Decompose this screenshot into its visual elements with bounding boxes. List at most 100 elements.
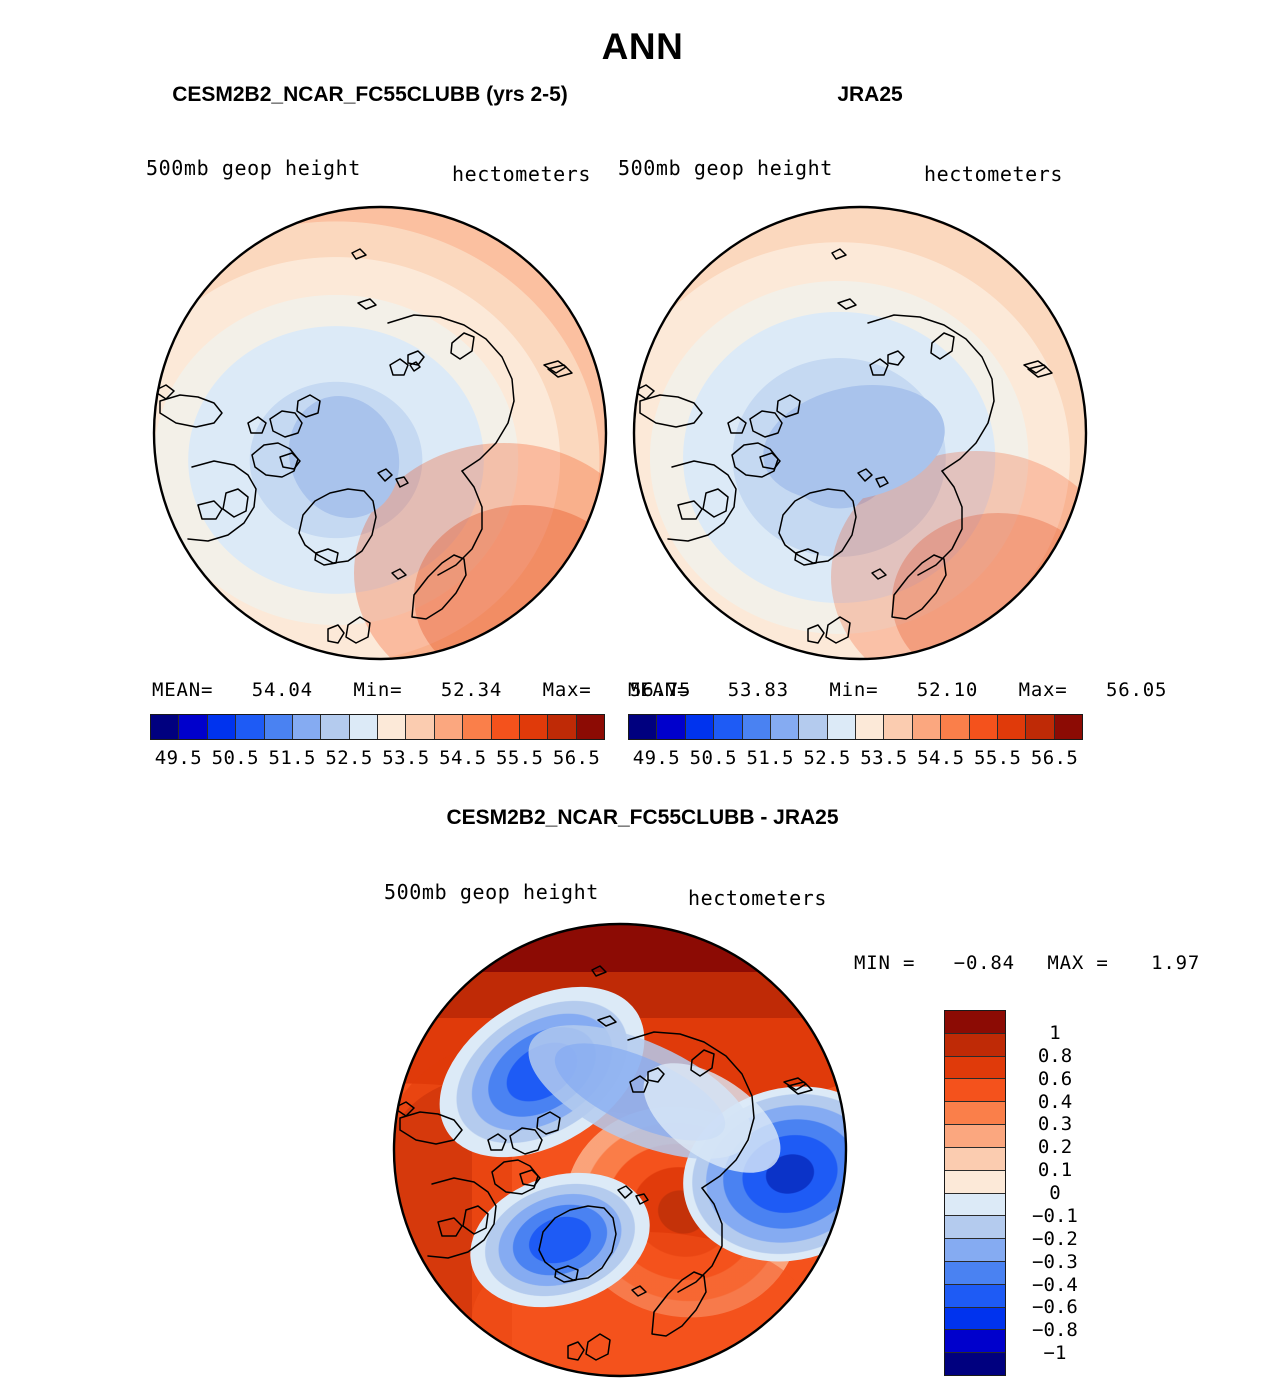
coastlines — [394, 965, 813, 1361]
model-map-svg — [152, 205, 608, 661]
difference-colorbar-cell-0 — [945, 1011, 1005, 1034]
difference-colorbar-cell-7 — [945, 1170, 1005, 1194]
colorbar-tick-3: 52.5 — [803, 747, 851, 769]
obs-map-plot[interactable] — [632, 205, 1088, 661]
colorbar-tick-5: 54.5 — [917, 747, 965, 769]
obs-colorbar-ticks: 49.5 50.5 51.5 52.5 53.5 54.5 55.5 56.5 — [628, 747, 1083, 769]
difference-colorbar-ticks: 1 0.8 0.6 0.4 0.3 0.2 0.1 0 −0.1 −0.2 −0.3 −0.4 −0.6… — [1014, 1010, 1104, 1376]
colorbar-tick-7: 56.5 — [552, 747, 601, 769]
difference-colorbar-cell-4 — [945, 1102, 1005, 1126]
colorbar-cell-10 — [434, 715, 464, 739]
colorbar-cell-6 — [799, 715, 828, 739]
obs-max-label: Max= — [1018, 679, 1068, 701]
obs-mean-label: MEAN= — [628, 679, 690, 701]
difference-map-plot[interactable] — [392, 922, 848, 1378]
obs-colorbar-swatches — [628, 714, 1083, 740]
colorbar-cell-3 — [714, 715, 743, 739]
difference-colorbar-tick-0: 1 — [1049, 1021, 1061, 1044]
difference-colorbar-tick-12: −0.6 — [1032, 1296, 1078, 1319]
obs-min-value: 52.10 — [916, 679, 979, 701]
obs-min-label: Min= — [829, 679, 879, 701]
difference-colorbar-cell-6 — [945, 1147, 1005, 1171]
difference-field-label: 500mb geop height — [384, 880, 599, 904]
difference-colorbar-tick-1: 0.8 — [1037, 1044, 1073, 1067]
colorbar-cell-15 — [576, 715, 604, 739]
difference-colorbar-cell-3 — [945, 1079, 1005, 1103]
difference-colorbar-cell-8 — [945, 1193, 1005, 1217]
difference-colorbar-cell-9 — [945, 1216, 1005, 1240]
colorbar-tick-6: 55.5 — [496, 747, 544, 769]
model-min-value: 52.34 — [440, 679, 503, 701]
colorbar-tick-5: 54.5 — [439, 747, 487, 769]
obs-colorbar[interactable]: 49.5 50.5 51.5 52.5 53.5 54.5 55.5 56.5 — [628, 714, 1083, 769]
colorbar-cell-3 — [236, 715, 265, 739]
colorbar-cell-4 — [742, 715, 771, 739]
difference-colorbar-cell-10 — [945, 1239, 1005, 1262]
obs-units-label: hectometers — [924, 162, 1064, 186]
colorbar-cell-5 — [770, 715, 800, 739]
difference-max-value: 1.97 — [1151, 952, 1201, 974]
difference-units-label: hectometers — [688, 886, 828, 910]
difference-colorbar-tick-4: 0.3 — [1037, 1113, 1073, 1136]
colorbar-cell-4 — [264, 715, 293, 739]
model-min-label: Min= — [353, 679, 403, 701]
colorbar-tick-4: 53.5 — [382, 747, 430, 769]
colorbar-cell-14 — [1026, 715, 1055, 739]
colorbar-cell-9 — [884, 715, 913, 739]
colorbar-cell-0 — [629, 715, 658, 739]
model-mean-label: MEAN= — [152, 679, 214, 701]
coastlines — [634, 248, 1053, 644]
difference-colorbar-cell-12 — [945, 1284, 1005, 1308]
colorbar-tick-1: 50.5 — [211, 747, 259, 769]
colorbar-cell-2 — [207, 715, 237, 739]
difference-title: CESM2B2_NCAR_FC55CLUBB - JRA25 — [446, 806, 839, 829]
difference-colorbar-swatches — [944, 1010, 1006, 1376]
colorbar-cell-1 — [657, 715, 686, 739]
difference-colorbar-tick-10: −0.3 — [1032, 1250, 1078, 1273]
colorbar-tick-2: 51.5 — [268, 747, 316, 769]
model-mean-value: 54.04 — [251, 679, 313, 701]
colorbar-tick-4: 53.5 — [860, 747, 908, 769]
difference-colorbar-cell-13 — [945, 1307, 1005, 1331]
obs-max-value: 56.05 — [1106, 679, 1168, 701]
model-map-plot[interactable] — [152, 205, 608, 661]
model-field-label: 500mb geop height — [146, 156, 361, 180]
difference-colorbar-tick-11: −0.4 — [1032, 1273, 1078, 1296]
panel-title-model: CESM2B2_NCAR_FC55CLUBB (yrs 2-5) — [172, 83, 568, 106]
difference-minmax: MIN = −0.84 MAX = 1.97 — [854, 952, 1200, 974]
difference-min-label: MIN = — [854, 952, 916, 974]
difference-colorbar-tick-9: −0.2 — [1032, 1227, 1078, 1250]
difference-colorbar-tick-13: −0.8 — [1032, 1319, 1078, 1342]
colorbar-tick-1: 50.5 — [689, 747, 737, 769]
model-units-label: hectometers — [452, 162, 592, 186]
coastlines — [154, 248, 573, 644]
colorbar-cell-11 — [941, 715, 970, 739]
model-colorbar[interactable]: 49.5 50.5 51.5 52.5 53.5 54.5 55.5 56.5 — [150, 714, 605, 769]
difference-colorbar-cell-15 — [945, 1353, 1005, 1375]
colorbar-cell-12 — [969, 715, 998, 739]
colorbar-cell-0 — [151, 715, 180, 739]
difference-colorbar-cell-1 — [945, 1033, 1005, 1057]
model-colorbar-ticks: 49.5 50.5 51.5 52.5 53.5 54.5 55.5 56.5 — [150, 747, 605, 769]
colorbar-cell-15 — [1054, 715, 1082, 739]
difference-min-value: −0.84 — [953, 952, 1015, 974]
colorbar-cell-13 — [519, 715, 549, 739]
difference-colorbar-tick-2: 0.6 — [1037, 1067, 1073, 1090]
colorbar-cell-11 — [463, 715, 492, 739]
colorbar-cell-5 — [292, 715, 322, 739]
obs-field-label: 500mb geop height — [618, 156, 833, 180]
difference-colorbar[interactable]: 1 0.8 0.6 0.4 0.3 0.2 0.1 0 −0.1 −0.2 −0.3 −0.4 −0.6… — [944, 1010, 1078, 1376]
difference-colorbar-cell-5 — [945, 1125, 1005, 1148]
difference-colorbar-cell-14 — [945, 1330, 1005, 1354]
colorbar-cell-14 — [548, 715, 577, 739]
difference-max-label: MAX = — [1047, 952, 1109, 974]
colorbar-cell-10 — [912, 715, 942, 739]
obs-stats: MEAN= 53.83 Min= 52.10 Max= 56.05 — [628, 679, 1167, 701]
colorbar-tick-2: 51.5 — [746, 747, 794, 769]
model-colorbar-swatches — [150, 714, 605, 740]
colorbar-cell-12 — [491, 715, 520, 739]
difference-colorbar-tick-3: 0.4 — [1037, 1090, 1073, 1113]
colorbar-cell-8 — [378, 715, 407, 739]
colorbar-tick-0: 49.5 — [154, 747, 203, 769]
obs-map-svg — [632, 205, 1088, 661]
